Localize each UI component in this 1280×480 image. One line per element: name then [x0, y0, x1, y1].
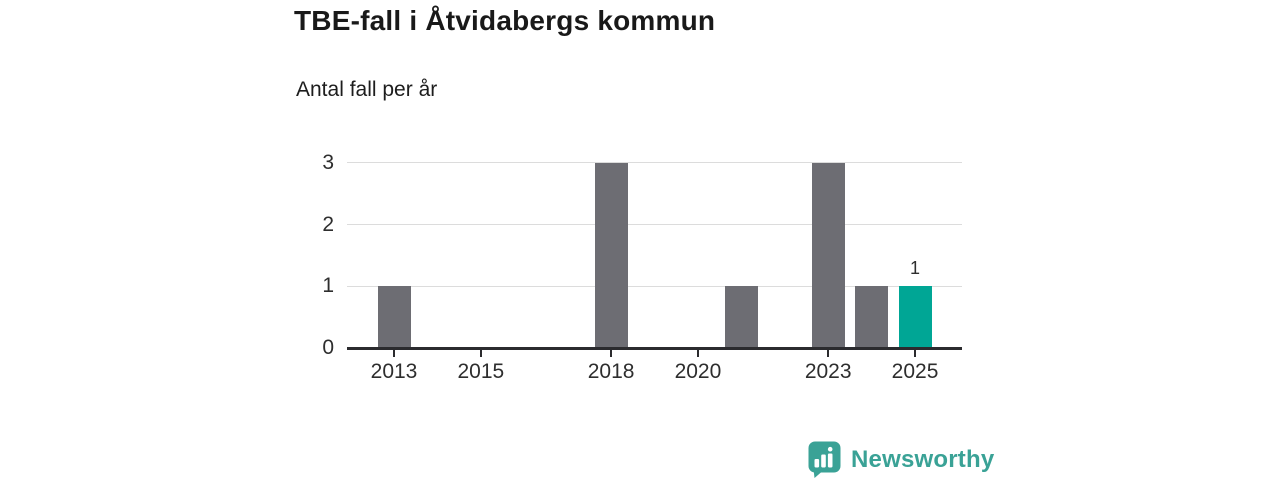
- x-tick-label: 2015: [457, 360, 505, 383]
- x-tick: [393, 350, 395, 357]
- bar: [811, 162, 845, 348]
- x-tick: [914, 350, 917, 357]
- x-tick-label: 2018: [587, 360, 635, 383]
- y-tick-label: 2: [322, 212, 334, 236]
- bar: [594, 162, 628, 348]
- y-tick-label: 1: [322, 274, 334, 298]
- chart-subtitle: Antal fall per år: [296, 78, 438, 101]
- newsworthy-logo-link[interactable]: Newsworthy: [808, 441, 994, 478]
- bar-value-label: 1: [910, 258, 921, 279]
- bar: [377, 286, 411, 348]
- chart-title: TBE-fall i Åtvidabergs kommun: [294, 5, 716, 36]
- x-tick-label: 2025: [891, 360, 939, 383]
- x-tick-label: 2020: [674, 360, 722, 383]
- gridline: [347, 224, 962, 226]
- newsworthy-logo-text: Newsworthy: [851, 445, 995, 473]
- x-tick: [479, 350, 482, 357]
- x-tick: [696, 350, 699, 357]
- x-tick-label: 2013: [370, 360, 418, 383]
- x-tick-label: 2023: [804, 360, 852, 383]
- x-tick: [827, 350, 830, 357]
- gridline: [347, 285, 962, 287]
- y-tick-label: 0: [322, 336, 334, 359]
- x-axis-line: [347, 347, 962, 350]
- bar: [855, 286, 889, 348]
- y-tick-label: 3: [322, 150, 334, 174]
- bar: [898, 286, 932, 348]
- newsworthy-logo-icon: [808, 441, 841, 478]
- bar: [724, 286, 758, 348]
- x-tick: [610, 350, 613, 357]
- gridline: [347, 162, 962, 164]
